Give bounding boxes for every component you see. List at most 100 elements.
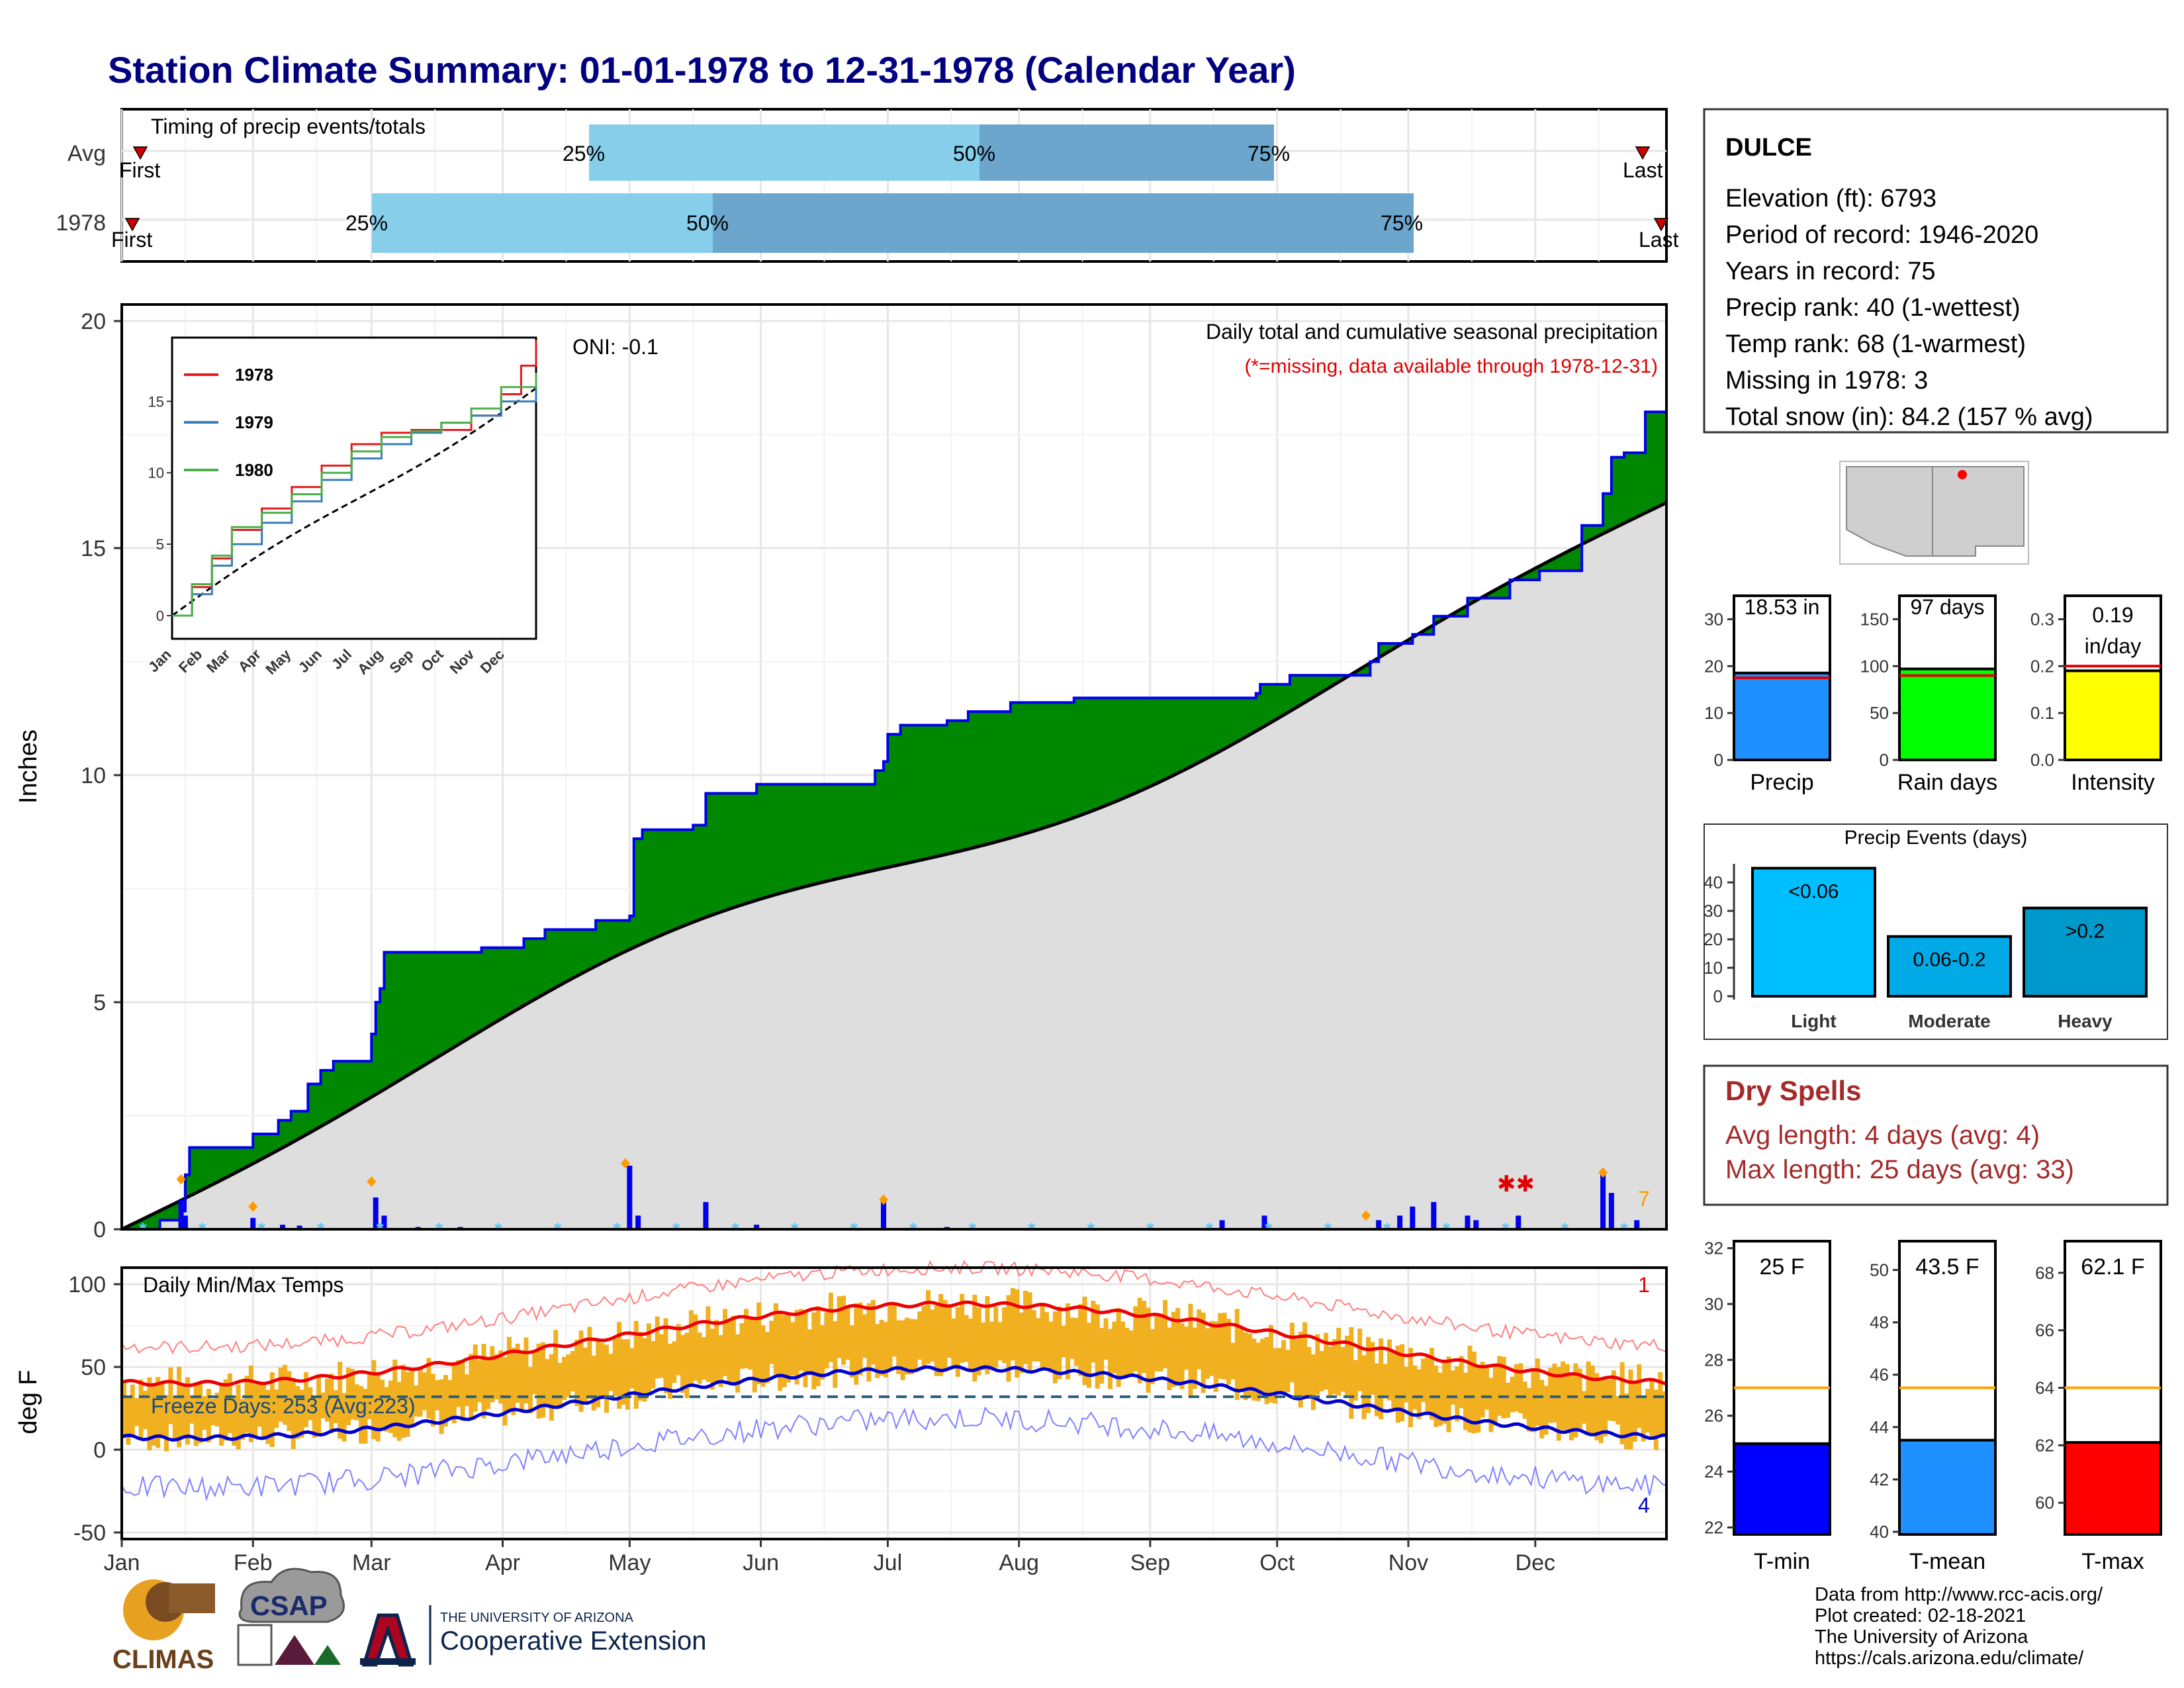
daily-temp-bar: [1561, 1361, 1566, 1430]
info-years: Years in record: 75: [1725, 258, 1936, 285]
daily-temp-bar: [870, 1299, 876, 1365]
daily-temp-bar: [261, 1383, 267, 1438]
daily-temp-bar: [1400, 1344, 1405, 1422]
daily-temp-bar: [354, 1384, 359, 1421]
inset-series-line: [172, 373, 537, 617]
inset-avg-line: [171, 387, 537, 617]
mini-y-label: 50: [1870, 703, 1889, 723]
events-y-label: 10: [1704, 958, 1723, 978]
daily-temp-bar: [790, 1322, 796, 1376]
daily-temp-bar: [663, 1318, 668, 1393]
daily-temp-bar: [604, 1344, 609, 1413]
daily-temp-bar: [1450, 1370, 1455, 1405]
daily-temp-bar: [709, 1329, 715, 1390]
daily-temp-bar: [1615, 1396, 1621, 1425]
csap-logo: CSAP: [237, 1568, 345, 1666]
daily-temp-bar: [1234, 1309, 1240, 1400]
events-bar: [2023, 906, 2148, 998]
daily-temp-bar: [1535, 1358, 1540, 1426]
daily-temp-bar: [388, 1380, 393, 1433]
daily-temp-bar: [1222, 1313, 1227, 1380]
daily-temp-bar: [773, 1303, 778, 1375]
daily-temp-bar: [891, 1304, 897, 1357]
daily-precip-bar: [1516, 1215, 1522, 1229]
daily-temp-bar: [1547, 1368, 1553, 1423]
daily-temp-bar: [1607, 1380, 1612, 1421]
daily-temp-bar: [1383, 1364, 1388, 1399]
climas-logo: CLIMAS: [113, 1579, 215, 1674]
timing-1978-bar-dark: [713, 193, 1414, 253]
daily-temp-bar: [1374, 1363, 1379, 1417]
events-bin-label: <0.06: [1789, 881, 1839, 903]
daily-precip-bar: [1261, 1215, 1267, 1229]
daily-temp-bar: [138, 1380, 144, 1440]
daily-temp-bar: [1573, 1363, 1578, 1438]
snow-marker: ✱: [1561, 1222, 1569, 1233]
daily-temp-bar: [1421, 1358, 1426, 1403]
daily-temp-bar: [392, 1359, 398, 1438]
daily-temp-bar: [782, 1315, 787, 1387]
mini-label: Precip: [1750, 770, 1813, 795]
daily-temp-bar: [667, 1343, 672, 1399]
daily-temp-bar: [1408, 1348, 1413, 1427]
daily-temp-bar: [1175, 1307, 1181, 1386]
daily-temp-bar: [532, 1351, 537, 1395]
y-tick-label: 100: [68, 1272, 106, 1297]
daily-temp-bar: [981, 1322, 986, 1370]
daily-temp-bar: [1124, 1327, 1130, 1377]
mini-value: 18.53 in: [1745, 595, 1820, 619]
daily-temp-bar: [156, 1377, 161, 1448]
daily-temp-bar: [1137, 1297, 1142, 1383]
heavy-event-marker: [1598, 1167, 1608, 1178]
daily-temp-bar: [316, 1374, 322, 1435]
daily-temp-bar: [210, 1398, 216, 1426]
daily-temp-bar: [206, 1388, 211, 1443]
daily-temp-bar: [1391, 1352, 1396, 1409]
snow-marker: ✱: [1264, 1222, 1273, 1233]
daily-temp-bar: [989, 1321, 994, 1370]
temp-mini-bar: [2064, 1441, 2162, 1536]
daily-temp-bar: [1552, 1364, 1557, 1423]
daily-temp-bar: [430, 1374, 435, 1427]
timing-row-avg: Avg: [68, 141, 106, 166]
daily-temp-bar: [803, 1311, 808, 1387]
daily-temp-bar: [1412, 1365, 1418, 1410]
daily-temp-bar: [621, 1339, 626, 1405]
daily-temp-bar: [253, 1384, 258, 1437]
daily-temp-bar: [435, 1380, 440, 1411]
dry-spells-title: Dry Spells: [1725, 1075, 1861, 1106]
inset-legend-label: 1978: [235, 365, 273, 385]
daily-temp-bar: [807, 1329, 812, 1376]
daily-temp-bar: [824, 1312, 829, 1369]
daily-temp-bar: [527, 1367, 533, 1414]
temp-bar-panels: 22 24 26 28 30 32 25 F T-min 40 42 44 46 48 50 43.5 F T…: [1704, 1239, 2162, 1574]
mini-y-label: 0.0: [2030, 750, 2054, 770]
daily-temp-bar: [1319, 1350, 1324, 1391]
daily-temp-bar: [913, 1319, 918, 1372]
daily-temp-bar: [418, 1368, 423, 1417]
daily-temp-bar: [1497, 1356, 1502, 1416]
month-label: Jul: [874, 1550, 902, 1575]
temp-mini-bar: [1733, 1442, 1831, 1536]
daily-temp-bar: [341, 1393, 347, 1442]
daily-temp-bar: [1086, 1323, 1091, 1388]
mini-bar: [1733, 671, 1831, 761]
daily-temp-bar: [295, 1385, 300, 1439]
daily-temp-bar: [426, 1358, 432, 1419]
daily-temp-bar: [1073, 1317, 1079, 1366]
inset-y-label: 5: [156, 536, 164, 553]
daily-temp-bar: [764, 1332, 770, 1383]
daily-temp-bar: [1565, 1364, 1570, 1433]
daily-temp-bar: [494, 1354, 499, 1400]
temp-mini-value: 43.5 F: [1915, 1254, 1979, 1280]
daily-temp-bar: [1243, 1332, 1248, 1400]
daily-temp-bar: [1251, 1338, 1257, 1401]
daily-temp-bar: [1112, 1321, 1117, 1374]
snow-marker: ✱: [1324, 1222, 1332, 1233]
daily-temp-bar: [1277, 1348, 1282, 1391]
daily-temp-bar: [849, 1325, 854, 1378]
1978-last-marker: [1653, 218, 1669, 232]
snow-marker: ✱: [435, 1222, 443, 1233]
daily-temp-bar: [1027, 1292, 1032, 1373]
daily-temp-bar: [972, 1294, 978, 1382]
